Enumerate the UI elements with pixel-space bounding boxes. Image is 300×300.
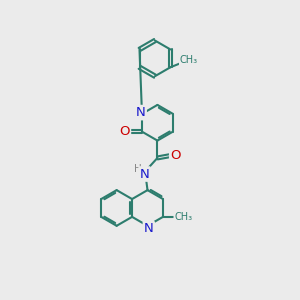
- Text: H: H: [134, 164, 142, 174]
- Text: N: N: [144, 222, 154, 235]
- Text: CH₃: CH₃: [175, 212, 193, 222]
- Text: CH₃: CH₃: [180, 55, 198, 65]
- Text: N: N: [140, 167, 149, 181]
- Text: O: O: [170, 149, 181, 162]
- Text: O: O: [119, 125, 130, 138]
- Text: N: N: [136, 106, 146, 119]
